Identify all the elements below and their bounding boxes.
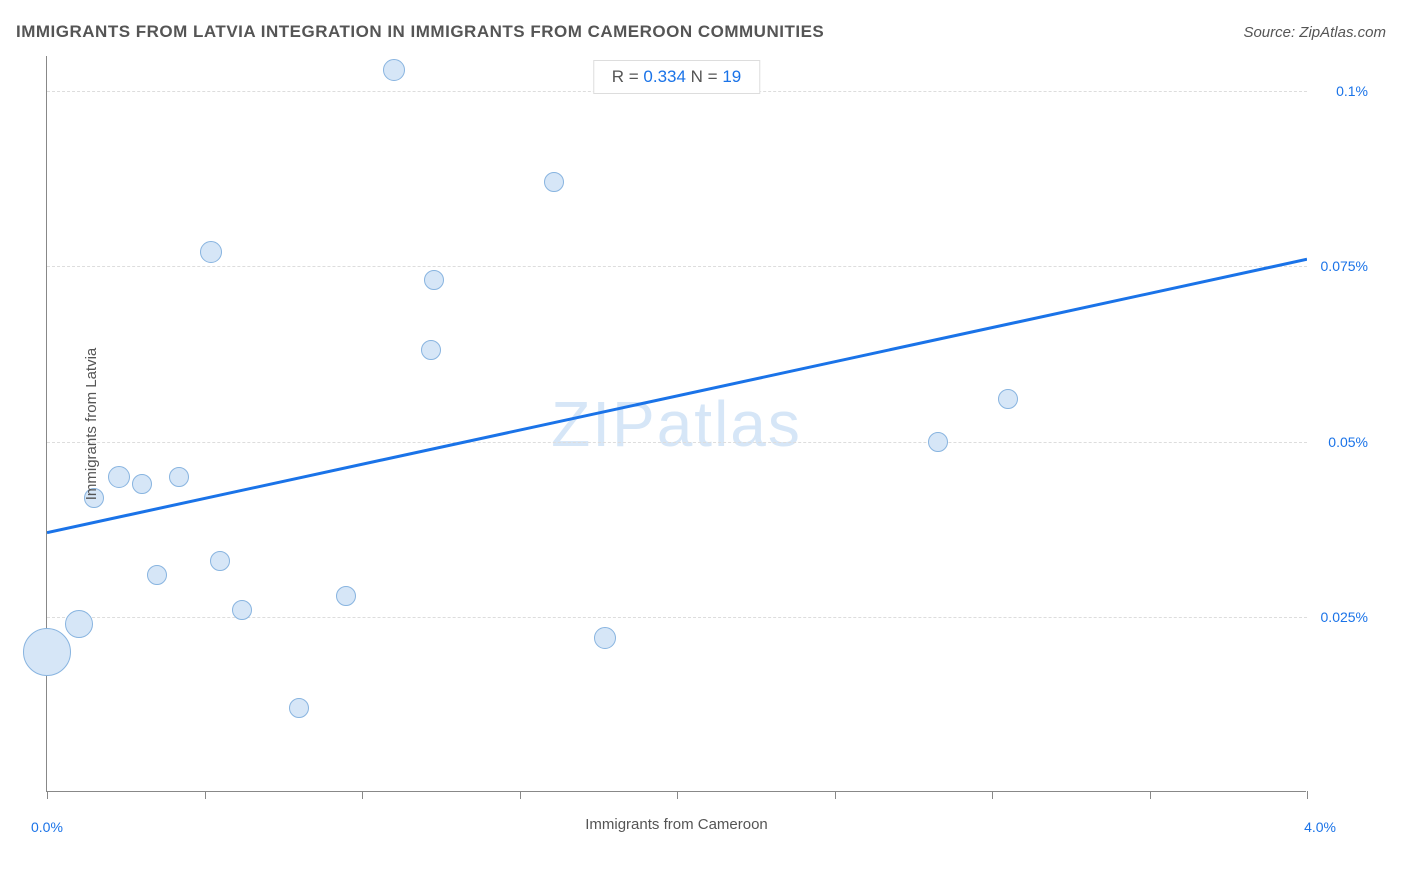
watermark: ZIPatlas	[551, 387, 802, 461]
n-value: 19	[722, 67, 741, 86]
y-tick-label: 0.05%	[1328, 434, 1368, 450]
data-point[interactable]	[421, 340, 441, 360]
data-point[interactable]	[23, 628, 71, 676]
data-point[interactable]	[383, 59, 405, 81]
data-point[interactable]	[169, 467, 189, 487]
x-tick	[835, 791, 836, 799]
x-min-label: 0.0%	[31, 819, 63, 835]
x-max-label: 4.0%	[1304, 819, 1336, 835]
x-tick	[520, 791, 521, 799]
data-point[interactable]	[132, 474, 152, 494]
data-point[interactable]	[65, 610, 93, 638]
y-tick-label: 0.075%	[1321, 258, 1368, 274]
data-point[interactable]	[544, 172, 564, 192]
n-label: N =	[686, 67, 722, 86]
data-point[interactable]	[928, 432, 948, 452]
x-tick	[1150, 791, 1151, 799]
plot-box: ZIPatlas R = 0.334 N = 19 Immigrants fro…	[46, 56, 1306, 792]
trend-line	[47, 56, 1307, 792]
data-point[interactable]	[200, 241, 222, 263]
grid-line	[47, 442, 1307, 443]
x-tick	[205, 791, 206, 799]
data-point[interactable]	[147, 565, 167, 585]
data-point[interactable]	[998, 389, 1018, 409]
data-point[interactable]	[336, 586, 356, 606]
data-point[interactable]	[424, 270, 444, 290]
watermark-part1: ZIP	[551, 388, 657, 460]
y-tick-label: 0.025%	[1321, 609, 1368, 625]
data-point[interactable]	[108, 466, 130, 488]
x-tick	[47, 791, 48, 799]
x-axis-label: Immigrants from Cameroon	[585, 816, 768, 833]
grid-line	[47, 266, 1307, 267]
x-tick	[362, 791, 363, 799]
x-tick	[1307, 791, 1308, 799]
source-attribution: Source: ZipAtlas.com	[1243, 24, 1386, 41]
r-label: R =	[612, 67, 644, 86]
r-value: 0.334	[643, 67, 686, 86]
stats-box: R = 0.334 N = 19	[593, 60, 761, 94]
x-tick	[677, 791, 678, 799]
watermark-part2: atlas	[657, 388, 802, 460]
data-point[interactable]	[289, 698, 309, 718]
data-point[interactable]	[210, 551, 230, 571]
chart-title: IMMIGRANTS FROM LATVIA INTEGRATION IN IM…	[16, 22, 824, 42]
y-tick-label: 0.1%	[1336, 83, 1368, 99]
chart-area: ZIPatlas R = 0.334 N = 19 Immigrants fro…	[46, 56, 1352, 822]
data-point[interactable]	[232, 600, 252, 620]
y-axis-label: Immigrants from Latvia	[83, 347, 100, 500]
data-point[interactable]	[594, 627, 616, 649]
x-tick	[992, 791, 993, 799]
